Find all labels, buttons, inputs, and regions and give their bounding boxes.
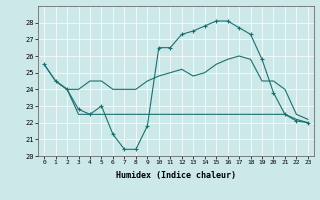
X-axis label: Humidex (Indice chaleur): Humidex (Indice chaleur) [116, 171, 236, 180]
